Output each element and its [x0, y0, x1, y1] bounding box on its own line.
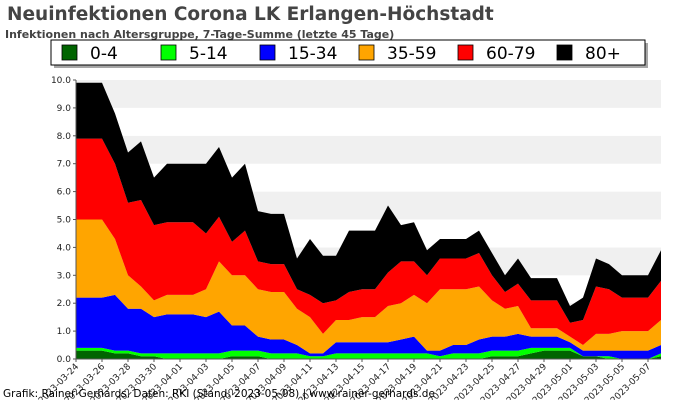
- y-tick-label: 9.0: [57, 104, 72, 114]
- legend-label: 15-34: [288, 44, 337, 64]
- area-series-15-34: [76, 294, 661, 359]
- area-series-0-4: [76, 350, 661, 359]
- area-series-60-79: [76, 138, 661, 346]
- chart-subtitle: Infektionen nach Altersgruppe, 7-Tage-Su…: [5, 28, 394, 41]
- y-tick-label: 3.0: [57, 271, 72, 281]
- legend-label: 0-4: [90, 44, 118, 64]
- legend-swatch: [259, 44, 276, 61]
- legend-label: 35-59: [387, 44, 436, 64]
- y-tick-label: 6.0: [57, 188, 72, 198]
- y-axis-ticks: 0.0 1.0 2.0 3.0 4.0 5.0 6.0 7.0 8.0 9.0 10.0: [51, 76, 76, 365]
- grid-band: [76, 135, 661, 164]
- legend-label: 80+: [585, 44, 621, 64]
- legend-swatch: [556, 44, 573, 61]
- chart-title: Neuinfektionen Corona LK Erlangen-Höchst…: [7, 4, 494, 25]
- y-tick-label: 2.0: [57, 299, 72, 309]
- legend-label: 5-14: [189, 44, 228, 64]
- legend-box: [50, 39, 646, 66]
- area-series-35-59: [76, 219, 661, 354]
- legend-swatch: [61, 44, 78, 61]
- y-tick-label: 0.0: [57, 355, 72, 365]
- y-tick-label: 7.0: [57, 160, 72, 170]
- legend-swatch: [457, 44, 474, 61]
- legend: 0-4 5-14 15-34 35-59 60-79 80+: [50, 39, 648, 68]
- legend-label: 60-79: [486, 44, 535, 64]
- grid-band: [76, 80, 661, 108]
- y-tick-label: 5.0: [57, 216, 72, 226]
- legend-swatch: [160, 44, 177, 61]
- area-series-80+: [76, 82, 661, 323]
- y-tick-label: 10.0: [51, 76, 71, 86]
- grid-band: [76, 107, 661, 136]
- y-tick-label: 4.0: [57, 243, 72, 253]
- y-tick-label: 8.0: [57, 132, 72, 142]
- legend-swatch: [358, 44, 375, 61]
- y-tick-label: 1.0: [57, 327, 72, 337]
- chart-footer: Grafik: Rainer Gerhards, Daten: RKI (Sta…: [3, 388, 435, 400]
- stacked-areas: [76, 82, 661, 359]
